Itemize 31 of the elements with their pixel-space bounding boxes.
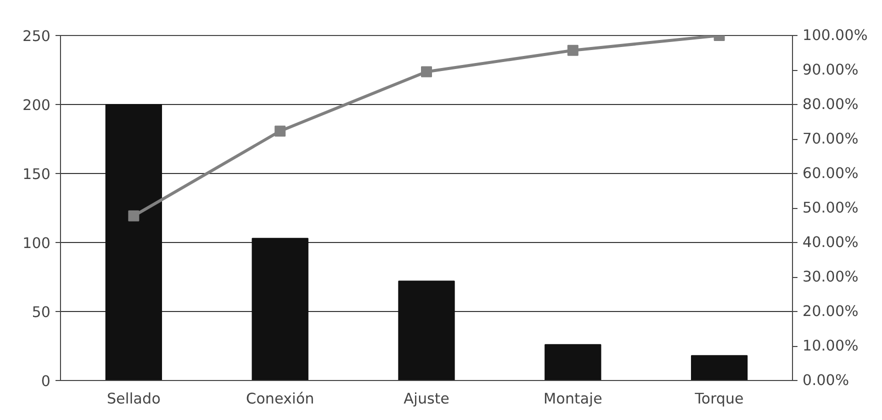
- y2-tick-label: 0.00%: [802, 372, 850, 389]
- y2-tick-label: 60.00%: [802, 165, 858, 182]
- point: [128, 210, 140, 222]
- y2-tick-label: 30.00%: [802, 268, 858, 286]
- x-tick-label: Ajuste: [404, 390, 450, 408]
- y-tick-label: 200: [22, 97, 51, 114]
- x-tick-label: Torque: [694, 390, 744, 408]
- y2-tick-label: 70.00%: [802, 130, 858, 148]
- point: [567, 44, 578, 56]
- y2-tick-label: 100.00%: [802, 27, 868, 44]
- x-tick-label: Sellado: [106, 390, 161, 408]
- y-tick-label: 0: [41, 373, 51, 390]
- bar: [105, 104, 162, 380]
- y-tick-label: 150: [22, 166, 51, 183]
- y2-tick-label: 40.00%: [802, 234, 858, 251]
- y2-tick-label: 20.00%: [802, 303, 858, 320]
- bar: [398, 280, 455, 380]
- y2-tick-label: 80.00%: [802, 96, 858, 113]
- y2-tick-label: 50.00%: [802, 200, 858, 216]
- point: [421, 66, 432, 78]
- y-tick-label: 250: [22, 28, 51, 45]
- x-tick-label: Montaje: [544, 390, 602, 408]
- x-tick-label: Conexión: [246, 390, 314, 408]
- y2-tick-label: 10.00%: [802, 338, 858, 354]
- bar: [544, 344, 602, 380]
- bar: [252, 238, 308, 380]
- y2-tick-label: 90.00%: [802, 62, 858, 78]
- y-tick-label: 50: [32, 304, 51, 321]
- y-tick-label: 100: [22, 235, 51, 252]
- bar: [690, 355, 748, 380]
- point: [274, 126, 286, 137]
